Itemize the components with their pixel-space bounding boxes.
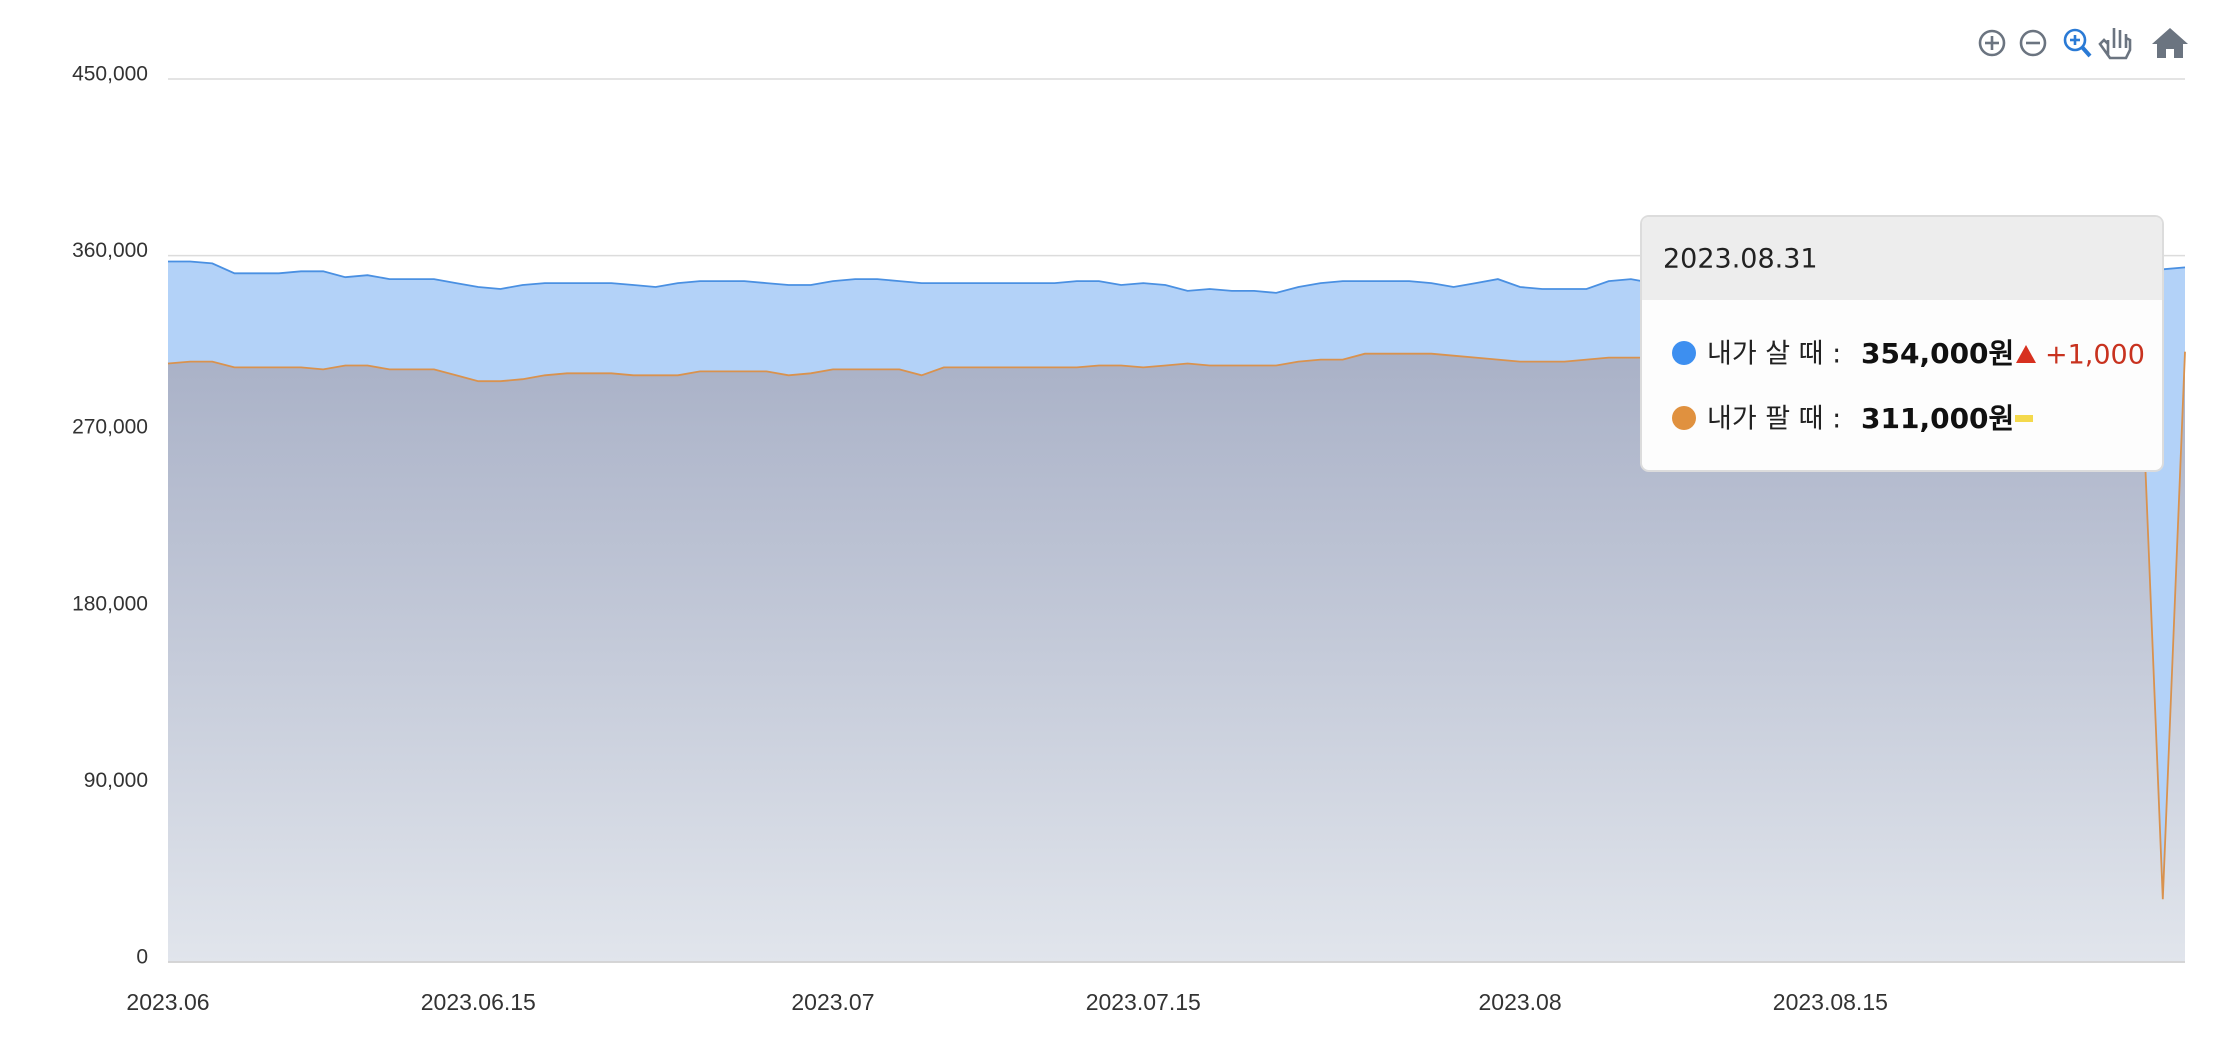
zoom-in-button[interactable] <box>1978 29 2006 57</box>
tooltip-value: 311,000원 <box>1861 402 2014 435</box>
area-fill <box>168 351 2185 962</box>
reset-zoom-button[interactable] <box>2152 28 2188 58</box>
x-tick-label: 2023.08 <box>1478 989 1561 1015</box>
y-tick-label: 270,000 <box>72 416 148 439</box>
y-tick-label: 450,000 <box>72 63 148 86</box>
x-tick-label: 2023.07 <box>791 989 874 1015</box>
x-tick-label: 2023.06.15 <box>421 989 536 1015</box>
tooltip-value: 354,000원 <box>1861 337 2014 370</box>
x-tick-label: 2023.06 <box>126 989 209 1015</box>
y-tick-label: 0 <box>136 946 148 969</box>
tooltip-change: +1,000 <box>2045 340 2145 371</box>
pan-button[interactable] <box>2098 28 2132 60</box>
tooltip-label: 내가 살 때 : <box>1707 339 1841 370</box>
x-tick-label: 2023.07.15 <box>1086 989 1201 1015</box>
toolbar <box>1978 28 2188 60</box>
tooltip-title: 2023.08.31 <box>1663 244 1818 275</box>
tooltip-marker <box>1672 406 1696 430</box>
tooltip-marker <box>1672 341 1696 365</box>
no-change-icon <box>2015 415 2033 422</box>
y-tick-label: 90,000 <box>84 769 148 792</box>
tooltip-header <box>1642 217 2162 300</box>
x-tick-label: 2023.08.15 <box>1773 989 1888 1015</box>
y-tick-label: 360,000 <box>72 239 148 262</box>
increase-icon <box>2016 345 2036 363</box>
selection-zoom-button[interactable] <box>2063 28 2092 58</box>
tooltip-label: 내가 팔 때 : <box>1707 404 1841 435</box>
plot-area: 0 90,000 180,000 270,000 360,000 450,000 2023.… <box>72 63 2186 1015</box>
y-tick-label: 180,000 <box>72 592 148 615</box>
tooltip: 2023.08.31 내가 살 때 : 354,000원 +1,000 내가 팔… <box>1640 215 2164 472</box>
zoom-out-button[interactable] <box>2019 29 2047 57</box>
